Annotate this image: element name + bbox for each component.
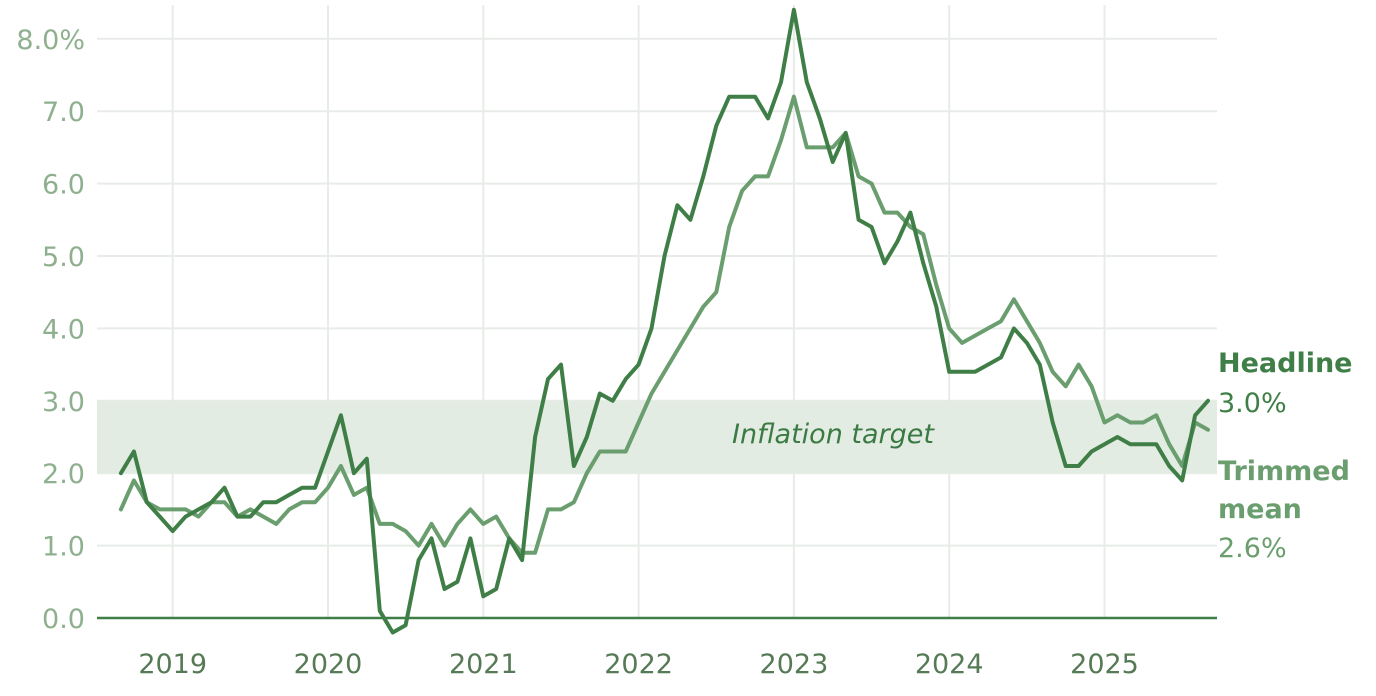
x-tick-label: 2019 — [138, 649, 207, 680]
grid — [97, 5, 1217, 618]
x-tick-label: 2024 — [915, 649, 984, 680]
x-tick-label: 2021 — [449, 649, 518, 680]
y-tick-label: 3.0 — [42, 387, 85, 418]
y-tick-label: 1.0 — [42, 532, 85, 563]
trimmed-mean-series-name: Trimmed — [1218, 456, 1350, 487]
series-lines — [118, 7, 1210, 635]
headline-line — [118, 7, 1210, 635]
headline-series-name: Headline — [1218, 348, 1353, 379]
inflation-target-label: Inflation target — [732, 419, 935, 450]
trimmed-mean-series-name: mean — [1218, 494, 1302, 525]
y-axis-ticks: 8.0% 7.0 6.0 5.0 4.0 3.0 2.0 1.0 0.0 — [16, 25, 85, 635]
x-tick-label: 2023 — [760, 649, 829, 680]
y-tick-label: 4.0 — [42, 314, 85, 345]
inflation-target-band — [97, 400, 1217, 474]
x-tick-label: 2020 — [294, 649, 363, 680]
y-tick-label: 6.0 — [42, 170, 85, 201]
trimmed-mean-end-value: 2.6% — [1218, 533, 1287, 564]
trimmed-mean-line — [118, 94, 1210, 555]
x-tick-label: 2025 — [1070, 649, 1139, 680]
y-tick-label: 2.0 — [42, 459, 85, 490]
y-tick-label: 5.0 — [42, 242, 85, 273]
x-tick-label: 2022 — [604, 649, 673, 680]
target-band-group: Inflation target — [97, 400, 1217, 474]
y-tick-label: 7.0 — [42, 97, 85, 128]
headline-end-value: 3.0% — [1218, 388, 1287, 419]
y-tick-label: 0.0 — [42, 604, 85, 635]
end-labels: Headline 3.0% Trimmed mean 2.6% — [1218, 348, 1353, 564]
x-axis-ticks: 2019 2020 2021 2022 2023 2024 2025 — [138, 649, 1139, 680]
y-tick-label: 8.0% — [16, 25, 85, 56]
